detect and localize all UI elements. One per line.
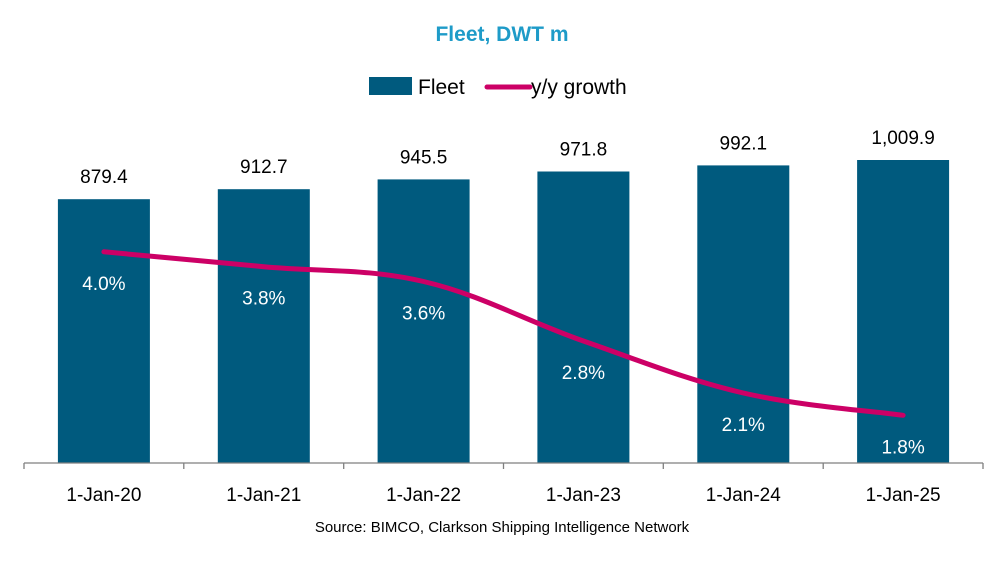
bar-value-label: 1,009.9 [871,128,934,149]
bar-value-label: 912.7 [240,157,288,178]
growth-value-label: 2.1% [722,415,765,436]
bar-value-label: 992.1 [720,133,768,154]
growth-line-group [101,249,906,418]
growth-value-label: 3.8% [242,289,285,310]
bar-1-jan-24 [697,165,790,463]
category-labels-group: 1-Jan-20 1-Jan-21 1-Jan-22 1-Jan-23 1-Jan-24… [66,485,940,506]
x-axis [23,462,984,469]
bar-value-label: 945.5 [400,147,448,168]
growth-value-label: 1.8% [881,437,924,458]
legend-swatch-fleet [369,77,412,95]
legend-label-fleet: Fleet [418,76,465,99]
bar-value-label: 879.4 [80,167,128,188]
bar-1-jan-21 [217,189,310,463]
bars-group [57,160,950,463]
chart-title: Fleet, DWT m [435,23,568,46]
legend: Fleet y/y growth [369,76,627,99]
bar-1-jan-20 [57,199,150,463]
category-label: 1-Jan-20 [66,485,141,506]
growth-value-label: 3.6% [402,304,445,325]
category-label: 1-Jan-24 [706,485,781,506]
category-label: 1-Jan-22 [386,485,461,506]
bar-value-label: 971.8 [560,140,608,161]
bar-labels-group: 879.4 912.7 945.5 971.8 992.1 1,009.9 [80,128,935,188]
growth-value-label: 4.0% [82,274,125,295]
source-note: Source: BIMCO, Clarkson Shipping Intelli… [315,519,690,536]
growth-value-label: 2.8% [562,363,605,384]
legend-label-growth: y/y growth [531,76,627,99]
bar-1-jan-23 [537,171,630,463]
bar-1-jan-22 [377,179,470,463]
growth-line [101,249,906,418]
category-label: 1-Jan-25 [866,485,941,506]
category-label: 1-Jan-23 [546,485,621,506]
category-label: 1-Jan-21 [226,485,301,506]
growth-labels-group: 4.0% 3.8% 3.6% 2.8% 2.1% 1.8% [82,274,925,459]
